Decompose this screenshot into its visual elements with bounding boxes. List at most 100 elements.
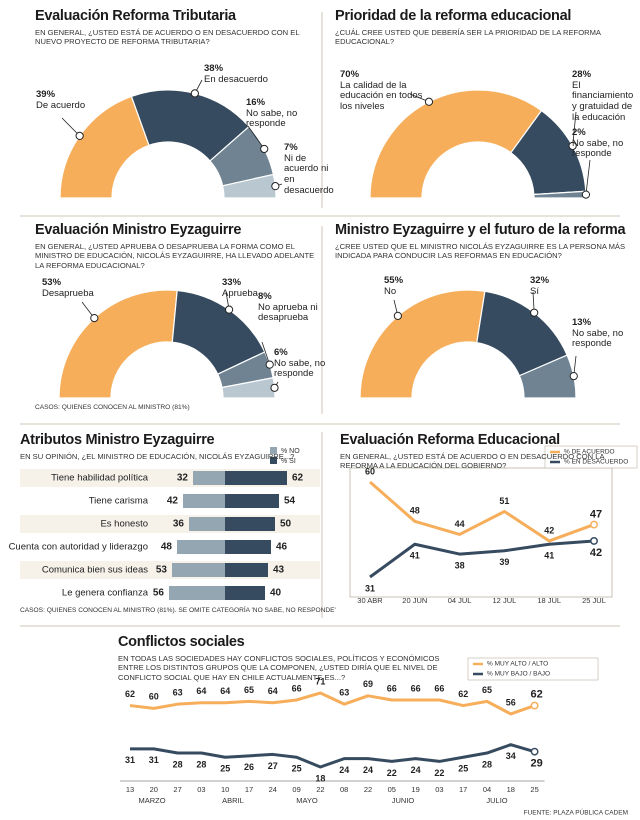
chart-title: Evaluación Ministro Eyzaguirre bbox=[35, 222, 242, 238]
donut-segment bbox=[369, 89, 543, 199]
value-label: 62 bbox=[292, 473, 304, 484]
value-label: 28 bbox=[196, 759, 206, 769]
value-label: 65 bbox=[244, 685, 254, 695]
x-tick-label: 27 bbox=[173, 785, 181, 794]
segment-label: 32% Sí bbox=[530, 275, 590, 297]
source: FUENTE: PLAZA PÚBLICA CADEM bbox=[524, 808, 628, 817]
chart-subtitle: En general, ¿usted está de acuerdo o en … bbox=[340, 452, 605, 471]
donut-segment bbox=[359, 289, 486, 399]
value-label: 36 bbox=[173, 519, 185, 530]
value-label: 69 bbox=[363, 679, 373, 689]
value-label: 24 bbox=[411, 765, 421, 775]
month-label: JUNIO bbox=[392, 796, 415, 805]
month-label: JULIO bbox=[486, 796, 507, 805]
value-label: 25 bbox=[292, 764, 302, 774]
value-label: 63 bbox=[173, 688, 183, 698]
segment-name: No sabe, no responde bbox=[572, 137, 624, 160]
value-label: 28 bbox=[482, 759, 492, 769]
value-label: 48 bbox=[410, 506, 420, 516]
end-marker bbox=[530, 701, 539, 710]
segment-label: 38% En desacuerdo bbox=[204, 63, 284, 85]
x-tick-label: 17 bbox=[459, 785, 467, 794]
segment-value: 2% bbox=[572, 127, 586, 138]
value-label: 71 bbox=[315, 676, 325, 686]
chart-title: Atributos Ministro Eyzaguirre bbox=[20, 432, 215, 448]
value-label: 66 bbox=[292, 683, 302, 693]
segment-name: Desaprueba bbox=[42, 287, 94, 299]
value-label: 50 bbox=[280, 519, 292, 530]
category-label: Cuenta con autoridad y liderazgo bbox=[9, 542, 148, 553]
segment-name: No aprueba ni desaprueba bbox=[258, 301, 318, 324]
value-label: 22 bbox=[387, 768, 397, 778]
segment-name: No sabe, no responde bbox=[246, 107, 298, 130]
end-marker bbox=[590, 537, 598, 545]
legend-box bbox=[544, 445, 638, 469]
chart-title: Ministro Eyzaguirre y el futuro de la re… bbox=[335, 222, 626, 238]
segment-name: No sabe, no responde bbox=[274, 357, 326, 380]
leader-line bbox=[572, 111, 577, 147]
legend-box bbox=[467, 657, 599, 681]
value-label: 51 bbox=[499, 496, 509, 506]
x-tick-label: 04 JUL bbox=[448, 596, 472, 605]
chart-subtitle: ¿Cree usted que el ministro Nicolás Eyza… bbox=[335, 242, 626, 261]
end-marker bbox=[530, 747, 539, 756]
segment-value: 6% bbox=[274, 347, 288, 358]
category-label: Comunica bien sus ideas bbox=[42, 565, 148, 576]
series-line bbox=[369, 480, 595, 543]
x-tick-label: 04 bbox=[483, 785, 491, 794]
value-label: 28 bbox=[173, 759, 183, 769]
leader-dot bbox=[190, 89, 199, 98]
segment-label: 39% De acuerdo bbox=[36, 89, 106, 111]
segment-label: 8% No aprueba ni desaprueba bbox=[258, 291, 318, 324]
value-label: 42 bbox=[544, 525, 554, 535]
series-line bbox=[369, 539, 595, 579]
segment-name: No sabe, no responde bbox=[572, 327, 624, 350]
legend-label: % EN DESACUERDO bbox=[564, 459, 628, 466]
x-tick-label: 25 bbox=[530, 785, 538, 794]
value-label: 64 bbox=[196, 686, 206, 696]
legend-label: % DE ACUERDO bbox=[564, 449, 615, 456]
value-label: 41 bbox=[544, 551, 554, 561]
chart-subtitle: En todas las sociedades hay conflictos s… bbox=[118, 654, 440, 682]
x-tick-label: 03 bbox=[435, 785, 443, 794]
series-line bbox=[130, 743, 536, 769]
leader-dot bbox=[265, 360, 274, 369]
x-tick-label: 18 bbox=[507, 785, 515, 794]
segment-name: Aprueba bbox=[222, 287, 258, 299]
month-label: ABRIL bbox=[222, 796, 244, 805]
segment-value: 13% bbox=[572, 317, 592, 328]
leader-dot bbox=[270, 383, 279, 392]
value-label: 24 bbox=[339, 765, 349, 775]
value-label: 56 bbox=[153, 588, 165, 599]
segment-value: 70% bbox=[340, 69, 360, 80]
segment-value: 39% bbox=[36, 89, 56, 100]
value-label: 42 bbox=[167, 496, 179, 507]
value-label: 43 bbox=[273, 565, 285, 576]
leader-line bbox=[585, 159, 591, 195]
legend-label: % SI bbox=[281, 458, 296, 465]
value-label: 38 bbox=[455, 560, 465, 570]
value-label: 64 bbox=[220, 686, 230, 696]
segment-name: El financiamiento y gratuidad de la educ… bbox=[572, 79, 634, 123]
x-tick-label: 17 bbox=[245, 785, 253, 794]
value-label: 66 bbox=[387, 683, 397, 693]
value-label: 66 bbox=[434, 683, 444, 693]
chart-subtitle: ¿Cuál cree usted que debería ser la prio… bbox=[335, 28, 601, 47]
value-label: 42 bbox=[590, 547, 602, 559]
x-tick-label: 30 ABR bbox=[357, 596, 383, 605]
segment-label: 13% No sabe, no responde bbox=[572, 317, 640, 350]
bar-si bbox=[225, 517, 275, 531]
leader-dot bbox=[90, 314, 99, 323]
value-label: 64 bbox=[268, 686, 278, 696]
value-label: 24 bbox=[363, 765, 373, 775]
x-tick-label: 20 JUN bbox=[402, 596, 427, 605]
leader-dot bbox=[75, 131, 84, 140]
value-label: 41 bbox=[410, 551, 420, 561]
x-tick-label: 03 bbox=[197, 785, 205, 794]
value-label: 27 bbox=[268, 761, 278, 771]
x-tick-label: 08 bbox=[340, 785, 348, 794]
legend-swatch bbox=[270, 447, 277, 454]
x-tick-label: 20 bbox=[150, 785, 158, 794]
value-label: 46 bbox=[276, 542, 288, 553]
